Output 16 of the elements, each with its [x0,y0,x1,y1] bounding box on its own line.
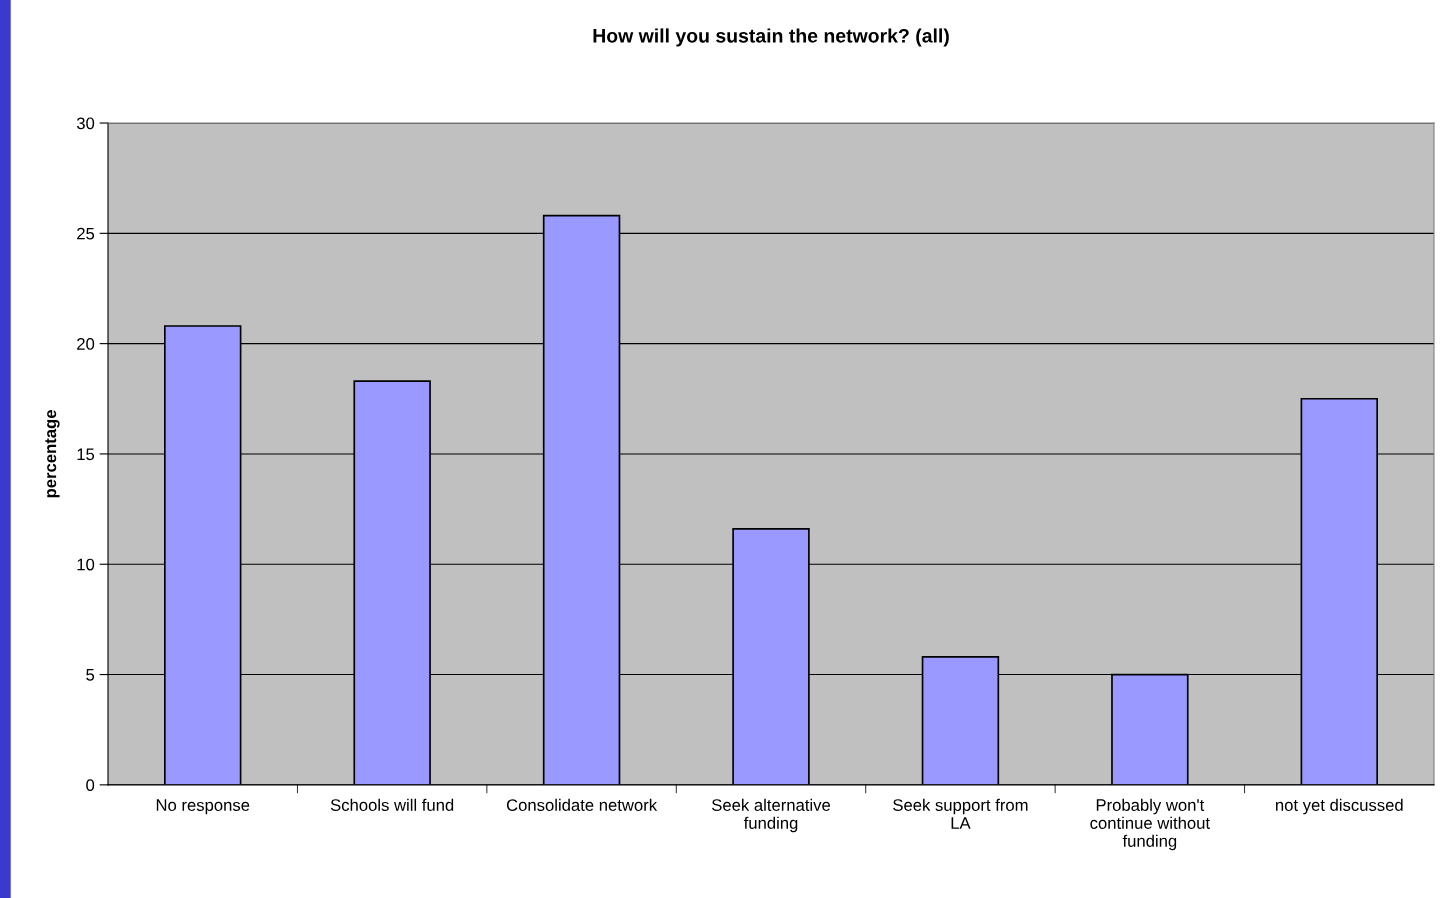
x-tick-label: Probably won't continue without funding [1090,798,1210,851]
y-tick-label: 25 [77,227,95,240]
x-tick-label: Schools will fund [330,798,454,811]
x-tick-label: Seek support from LA [893,798,1028,829]
y-axis-title: percentage [45,410,60,498]
y-tick-label: 10 [77,558,95,571]
x-tick-label: Consolidate network [506,798,658,811]
y-tick-label: 5 [86,669,95,681]
y-tick-label: 30 [76,117,95,130]
chart-title: How will you sustain the network? (all) [593,28,949,47]
x-tick-label: Seek alternative funding [712,798,831,833]
y-tick-label: 0 [86,779,95,792]
x-tick-label: No response [156,799,250,815]
x-tick-label: not yet discussed [1276,798,1403,815]
y-tick-label: 15 [77,448,95,461]
y-tick-label: 20 [77,338,95,350]
